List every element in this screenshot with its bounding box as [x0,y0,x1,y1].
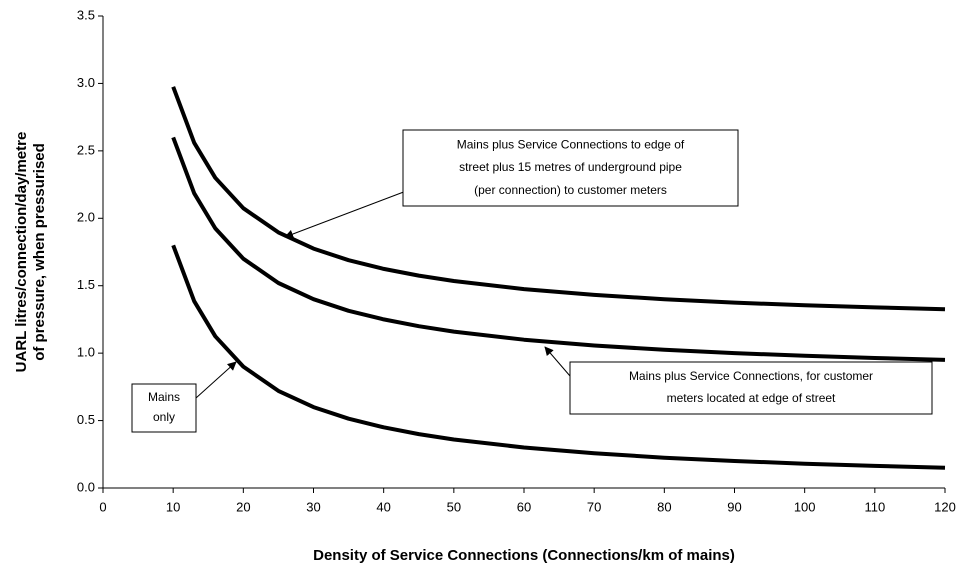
y-tick-label: 2.5 [77,142,95,157]
annotation-arrow [195,361,237,399]
x-tick-label: 110 [864,499,885,514]
annotation-text: meters located at edge of street [667,391,836,405]
x-tick-label: 30 [306,499,320,514]
annotation-arrow [544,346,571,377]
x-tick-label: 80 [657,499,671,514]
y-axis-title: UARL litres/connection/day/metre [13,132,30,373]
x-tick-label: 120 [934,499,956,514]
y-tick-label: 1.0 [77,345,95,360]
x-tick-label: 100 [794,499,816,514]
y-tick-label: 3.5 [77,7,95,22]
annotation-text: Mains [148,390,180,404]
y-tick-label: 0.5 [77,412,95,427]
annotation-box [402,129,739,207]
x-tick-label: 0 [99,499,106,514]
x-tick-label: 50 [447,499,461,514]
x-axis-title: Density of Service Connections (Connecti… [313,547,735,564]
annotation-box [131,383,197,433]
y-tick-label: 0.0 [77,479,95,494]
y-tick-label: 2.0 [77,210,95,225]
x-tick-label: 40 [376,499,390,514]
line-series [171,244,946,470]
annotation-text: (per connection) to customer meters [474,183,667,197]
y-axis-title: of pressure, when pressurised [31,143,48,361]
line-series [171,86,946,312]
x-tick-label: 90 [727,499,741,514]
x-tick-label: 20 [236,499,250,514]
y-tick-label: 3.0 [77,75,95,90]
line-series [171,136,946,362]
annotation-text: Mains plus Service Connections to edge o… [457,138,685,152]
annotation-box [569,361,933,415]
x-tick-label: 70 [587,499,601,514]
annotation-text: Mains plus Service Connections, for cust… [629,369,873,383]
y-tick-label: 1.5 [77,277,95,292]
annotation-text: only [153,410,175,424]
x-tick-label: 60 [517,499,531,514]
x-tick-label: 10 [166,499,180,514]
annotation-text: street plus 15 metres of underground pip… [459,160,682,174]
